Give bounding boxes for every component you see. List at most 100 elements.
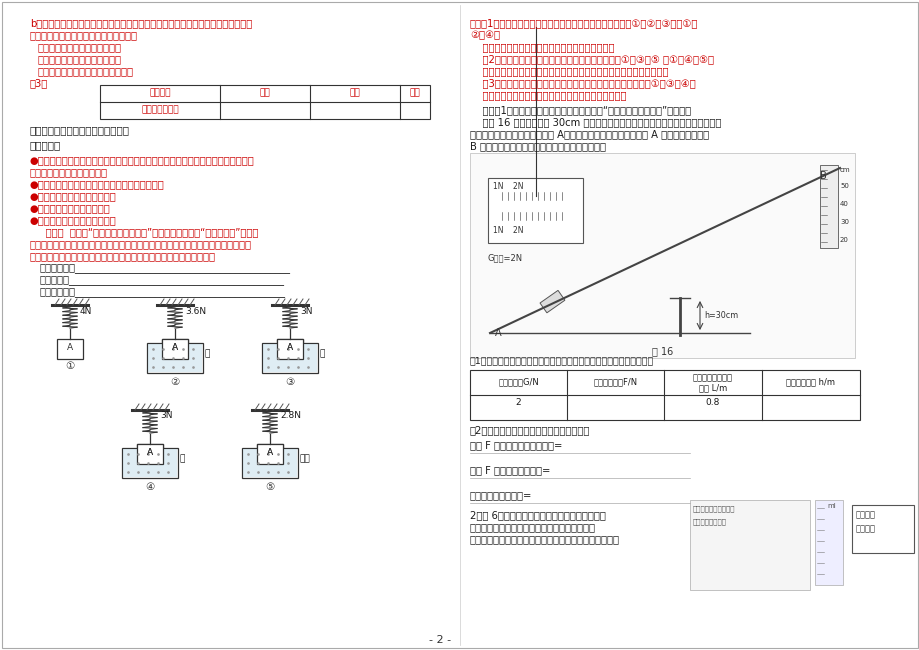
Text: 称量筒压瓶密度，天平: 称量筒压瓶密度，天平	[692, 505, 734, 512]
Text: 验中，其方法步骤完全正确，图中显示的是他测: 验中，其方法步骤完全正确，图中显示的是他测	[470, 522, 596, 532]
Bar	[137, 444, 163, 464]
Bar	[819, 165, 837, 248]
Text: 3N: 3N	[160, 411, 173, 421]
Text: 2: 2	[516, 398, 521, 407]
Text: 透镜材料: 透镜材料	[149, 88, 171, 97]
Text: 结果：同一物体洸没在不同液体中，液体密度越大，受到的浮力越大。: 结果：同一物体洸没在不同液体中，液体密度越大，受到的浮力越大。	[470, 66, 668, 76]
Bar	[539, 291, 564, 313]
Bar	[814, 500, 842, 585]
Text: B 位置，上升过程中弹簧测力计的示数如图所示，: B 位置，上升过程中弹簧测力计的示数如图所示，	[470, 141, 606, 151]
Text: 0.8: 0.8	[705, 398, 720, 407]
Bar	[147, 343, 203, 373]
Text: ml: ml	[826, 503, 834, 509]
Text: A: A	[172, 343, 178, 352]
Text: 倒出适量: 倒出适量	[855, 510, 875, 519]
Text: 4N: 4N	[80, 307, 92, 315]
Text: 小车沿斜面上升的: 小车沿斜面上升的	[692, 373, 732, 382]
Text: 基本要求：: 基本要求：	[30, 140, 62, 150]
Text: G小车=2N: G小车=2N	[487, 253, 523, 262]
Bar	[57, 339, 83, 359]
Text: h=30cm: h=30cm	[703, 311, 737, 320]
Text: cm: cm	[839, 167, 850, 173]
Text: ●能通过观察和实验收集数据。: ●能通过观察和实验收集数据。	[30, 191, 117, 201]
Bar	[137, 444, 163, 464]
Text: 结果：物体排开液体体积越大，受到的浮力越大。: 结果：物体排开液体体积越大，受到的浮力越大。	[470, 42, 614, 52]
Text: 玻璃: 玻璃	[259, 88, 270, 97]
Text: 例题：  在探究“影响浮力大小的因素”这一问题时，班级“物理小博士”为同学: 例题： 在探究“影响浮力大小的因素”这一问题时，班级“物理小博士”为同学	[30, 227, 258, 237]
Text: 20: 20	[839, 237, 848, 243]
Text: 塑料: 塑料	[409, 88, 420, 97]
Text: 盐水: 盐水	[300, 454, 311, 463]
Text: （1）根据题中提供的信息，在下面的实验记录表格中完成相关的内山：: （1）根据题中提供的信息，在下面的实验记录表格中完成相关的内山：	[470, 356, 653, 365]
Bar	[100, 85, 429, 119]
Text: A: A	[147, 448, 153, 457]
Text: 们做了如图所示的一系列实验，请你从图中选出一些图，针对某一因素进行探究，并: 们做了如图所示的一系列实验，请你从图中选出一些图，针对某一因素进行探究，并	[30, 239, 252, 249]
Text: 小车的重力G/N: 小车的重力G/N	[497, 377, 539, 386]
Bar	[470, 370, 859, 420]
Text: 解：（1）探究因素：浮力大小与排开液体体积的关系，选图①、②、③．或①、: 解：（1）探究因素：浮力大小与排开液体体积的关系，选图①、②、③．或①、	[470, 18, 698, 28]
Text: ●能通过阅读信息收集证据。: ●能通过阅读信息收集证据。	[30, 203, 110, 213]
Text: 水: 水	[180, 454, 185, 463]
Bar	[487, 178, 583, 243]
Text: 图 16: 图 16	[652, 346, 673, 356]
Text: （2）探究因素：浮力大小与液体密度的关系，选图①、③、⑤ 或①、④、⑤．: （2）探究因素：浮力大小与液体密度的关系，选图①、③、⑤ 或①、④、⑤．	[470, 54, 713, 64]
Text: （3）探究因素：浮力的大小与物体洸没液体深度的关系。选图①、③、④。: （3）探究因素：浮力的大小与物体洸没液体深度的关系。选图①、③、④。	[470, 78, 695, 88]
Text: 水晶: 水晶	[349, 88, 360, 97]
Text: 四、对进行实验与收集证据能力考查: 四、对进行实验与收集证据能力考查	[30, 125, 130, 135]
Text: 测量待测液体质量: 测量待测液体质量	[692, 518, 726, 525]
Text: 如图 16 所示，用高为 30cm 的木块将带有刻度的平木板垫起，构成一个斜面，并: 如图 16 所示，用高为 30cm 的木块将带有刻度的平木板垫起，构成一个斜面，…	[470, 117, 720, 127]
Bar	[277, 339, 302, 359]
Text: 拉力 F 在这过程中做的有用功=: 拉力 F 在这过程中做的有用功=	[470, 440, 562, 450]
Text: ③: ③	[285, 377, 294, 387]
Text: b．用玻璃透镜会聚太阳光，通过调整它们到地面的距离使地面上出现最小的亮斟，: b．用玻璃透镜会聚太阳光，通过调整它们到地面的距离使地面上出现最小的亮斟，	[30, 18, 252, 28]
Text: 1N    2N: 1N 2N	[493, 182, 523, 191]
Bar	[263, 344, 317, 372]
Bar	[851, 505, 913, 553]
Text: A: A	[287, 343, 293, 352]
Text: 沿斜面的拉力F/N: 沿斜面的拉力F/N	[593, 377, 637, 386]
Text: 40: 40	[839, 201, 848, 207]
Text: A: A	[147, 448, 153, 457]
Bar	[689, 500, 809, 590]
Text: A: A	[172, 343, 178, 352]
Text: ｃ．用水晶透镜进行上述实验。: ｃ．用水晶透镜进行上述实验。	[38, 42, 122, 52]
Text: 阻器、学生电源等实验付器。: 阻器、学生电源等实验付器。	[30, 167, 108, 177]
Text: - 2 -: - 2 -	[428, 635, 450, 645]
Text: 练习：1、研究性学习中，有一组同学设计了“测定斜面的机械效率”的实验，: 练习：1、研究性学习中，有一组同学设计了“测定斜面的机械效率”的实验，	[470, 105, 690, 115]
Bar	[262, 343, 318, 373]
Text: ●会正确、规范的使用天平、弹簧测力计、量筒、温度计、电流表、电压表，滑动变: ●会正确、规范的使用天平、弹簧测力计、量筒、温度计、电流表、电压表，滑动变	[30, 155, 255, 165]
Text: ●会阅读简单付器的说明书，能按书面说明操作。: ●会阅读简单付器的说明书，能按书面说明操作。	[30, 179, 165, 189]
Bar	[242, 448, 298, 478]
Bar	[162, 339, 187, 359]
Text: 使它固定，把小车放在斜面底端 A，用弹簧测力计拉着小车从位置 A 沿斜面匀速上升到: 使它固定，把小车放在斜面底端 A，用弹簧测力计拉着小车从位置 A 沿斜面匀速上升…	[470, 129, 709, 139]
Text: ①: ①	[65, 361, 74, 371]
Text: ②、④．: ②、④．	[470, 30, 499, 40]
Text: ④: ④	[145, 482, 154, 492]
Text: ⑤: ⑤	[265, 482, 275, 492]
Text: 选择的图是___________________________________________: 选择的图是___________________________________…	[40, 275, 285, 285]
Text: B: B	[819, 171, 826, 181]
Text: 50: 50	[839, 183, 848, 189]
Bar	[162, 339, 187, 359]
Bar	[256, 444, 283, 464]
Bar	[277, 339, 302, 359]
Text: 1N    2N: 1N 2N	[493, 226, 523, 235]
Text: 探究的结果是__________________________________________: 探究的结果是__________________________________…	[40, 287, 286, 297]
Bar	[148, 344, 202, 372]
Text: 3N: 3N	[300, 307, 312, 315]
Text: 距离 L/m: 距离 L/m	[698, 383, 726, 392]
Text: 量的相关数据，请帮小华填写表中空白的测量值和数据。: 量的相关数据，请帮小华填写表中空白的测量值和数据。	[470, 534, 619, 544]
Bar	[243, 449, 297, 477]
Text: 通过比较分析弹簧测力计的示数，说出你的探究结果。（填图的序号）: 通过比较分析弹簧测力计的示数，说出你的探究结果。（填图的序号）	[30, 251, 216, 261]
Text: 2.8N: 2.8N	[279, 411, 301, 421]
Text: 探究的因素是___________________________________________: 探究的因素是__________________________________…	[40, 263, 290, 273]
Text: 透镜焦距（米）: 透镜焦距（米）	[141, 105, 178, 114]
Text: ｄ．用塑料透镜进行上述实验。: ｄ．用塑料透镜进行上述实验。	[38, 54, 122, 64]
Bar	[470, 153, 854, 358]
Text: A: A	[287, 343, 293, 352]
Text: A: A	[267, 448, 273, 457]
Text: 油的密度: 油的密度	[855, 524, 875, 533]
Text: A: A	[494, 328, 501, 338]
Text: 结果：洸没在液体里的物体受到的浮力与洸没深度无关: 结果：洸没在液体里的物体受到的浮力与洸没深度无关	[470, 90, 626, 100]
Text: A: A	[267, 448, 273, 457]
